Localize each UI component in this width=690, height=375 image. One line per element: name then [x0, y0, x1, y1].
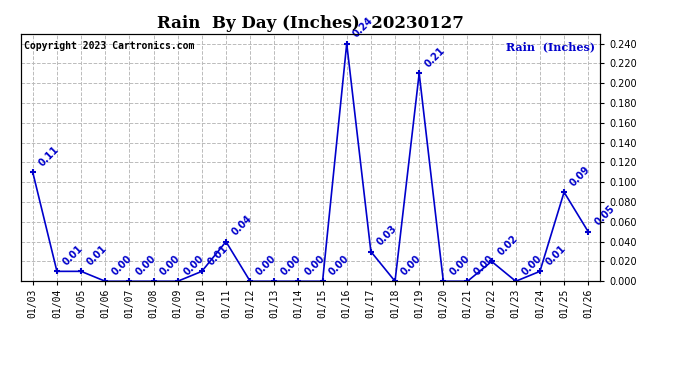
- Text: 0.00: 0.00: [520, 253, 544, 277]
- Text: 0.00: 0.00: [472, 253, 495, 277]
- Text: 0.01: 0.01: [61, 243, 85, 267]
- Text: 0.24: 0.24: [351, 15, 375, 39]
- Text: 0.00: 0.00: [158, 253, 181, 277]
- Text: 0.00: 0.00: [303, 253, 326, 277]
- Text: 0.00: 0.00: [327, 253, 351, 277]
- Title: Rain  By Day (Inches)  20230127: Rain By Day (Inches) 20230127: [157, 15, 464, 32]
- Text: 0.00: 0.00: [279, 253, 302, 277]
- Text: 0.01: 0.01: [544, 243, 568, 267]
- Text: 0.09: 0.09: [569, 164, 592, 188]
- Text: Rain  (Inches): Rain (Inches): [506, 41, 595, 52]
- Text: 0.00: 0.00: [110, 253, 133, 277]
- Text: 0.00: 0.00: [448, 253, 471, 277]
- Text: 0.01: 0.01: [206, 243, 230, 267]
- Text: 0.03: 0.03: [375, 224, 399, 248]
- Text: 0.04: 0.04: [230, 213, 254, 237]
- Text: 0.00: 0.00: [182, 253, 206, 277]
- Text: 0.00: 0.00: [400, 253, 423, 277]
- Text: 0.05: 0.05: [593, 204, 616, 228]
- Text: 0.02: 0.02: [496, 233, 520, 257]
- Text: 0.21: 0.21: [424, 45, 447, 69]
- Text: 0.01: 0.01: [86, 243, 109, 267]
- Text: 0.11: 0.11: [37, 144, 61, 168]
- Text: 0.00: 0.00: [255, 253, 278, 277]
- Text: Copyright 2023 Cartronics.com: Copyright 2023 Cartronics.com: [23, 41, 194, 51]
- Text: 0.00: 0.00: [134, 253, 157, 277]
